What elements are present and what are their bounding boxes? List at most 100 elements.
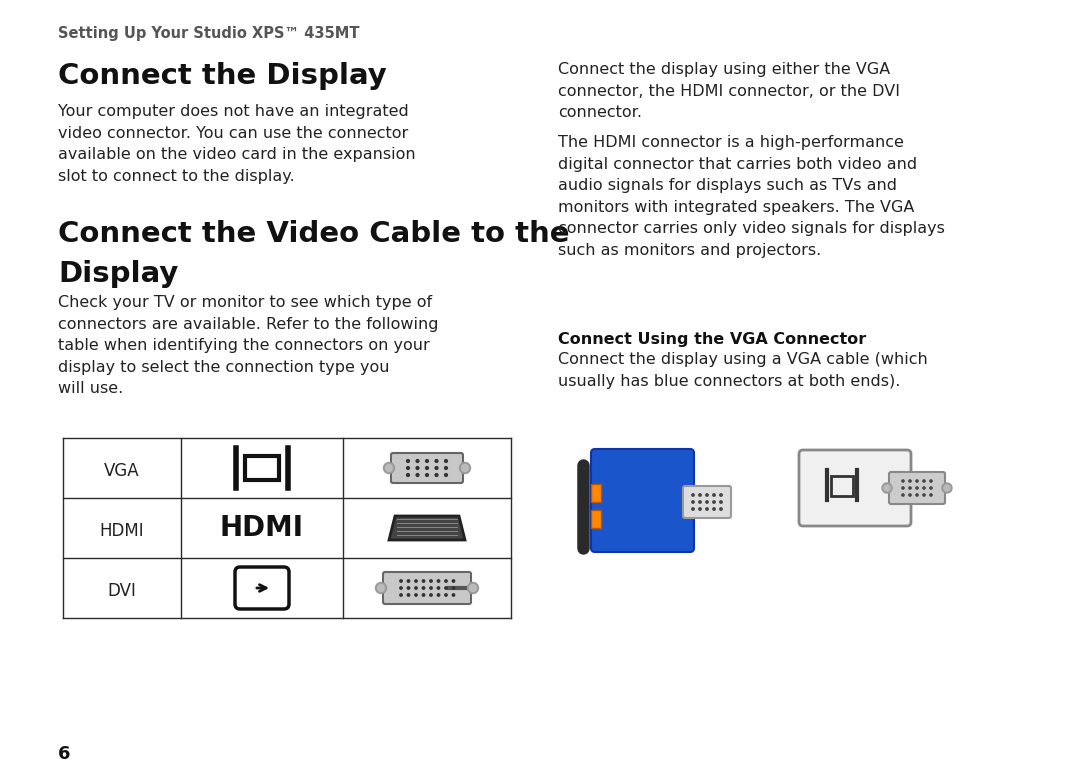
Bar <box>591 510 600 528</box>
Text: Connect the Display: Connect the Display <box>58 62 387 90</box>
Text: VGA: VGA <box>104 462 139 480</box>
Circle shape <box>923 487 926 489</box>
Circle shape <box>902 494 904 496</box>
Circle shape <box>406 466 409 470</box>
Circle shape <box>459 463 471 473</box>
Circle shape <box>916 480 918 482</box>
Text: The HDMI connector is a high-performance
digital connector that carries both vid: The HDMI connector is a high-performance… <box>558 135 945 258</box>
Text: DVI: DVI <box>108 582 136 600</box>
Text: Your computer does not have an integrated
video connector. You can use the conne: Your computer does not have an integrate… <box>58 104 416 184</box>
Circle shape <box>407 587 409 589</box>
Circle shape <box>902 480 904 482</box>
Circle shape <box>713 508 715 510</box>
Circle shape <box>386 464 392 472</box>
Circle shape <box>909 494 912 496</box>
Circle shape <box>430 580 432 582</box>
Polygon shape <box>389 516 465 540</box>
Circle shape <box>415 594 417 596</box>
Circle shape <box>923 494 926 496</box>
FancyBboxPatch shape <box>799 450 912 526</box>
Circle shape <box>445 473 447 476</box>
Circle shape <box>435 473 437 476</box>
Circle shape <box>445 460 447 463</box>
FancyBboxPatch shape <box>383 572 471 604</box>
Text: Connect the display using either the VGA
connector, the HDMI connector, or the D: Connect the display using either the VGA… <box>558 62 900 120</box>
Circle shape <box>713 494 715 496</box>
Circle shape <box>376 582 387 594</box>
Circle shape <box>706 508 708 510</box>
Circle shape <box>378 584 384 591</box>
Circle shape <box>415 587 417 589</box>
Circle shape <box>909 480 912 482</box>
Text: Connect Using the VGA Connector: Connect Using the VGA Connector <box>558 332 866 347</box>
Circle shape <box>416 473 419 476</box>
Circle shape <box>416 466 419 470</box>
Circle shape <box>400 580 402 582</box>
Text: Check your TV or monitor to see which type of
connectors are available. Refer to: Check your TV or monitor to see which ty… <box>58 295 438 396</box>
Text: HDMI: HDMI <box>99 522 145 540</box>
Circle shape <box>902 487 904 489</box>
Circle shape <box>719 508 723 510</box>
Circle shape <box>719 501 723 503</box>
Circle shape <box>437 594 440 596</box>
Circle shape <box>406 473 409 476</box>
Circle shape <box>916 487 918 489</box>
Circle shape <box>706 494 708 496</box>
Circle shape <box>426 473 429 476</box>
Circle shape <box>470 584 476 591</box>
Bar <box>245 456 279 480</box>
Circle shape <box>692 508 694 510</box>
Circle shape <box>713 501 715 503</box>
Circle shape <box>699 501 701 503</box>
Circle shape <box>930 494 932 496</box>
Circle shape <box>699 508 701 510</box>
Circle shape <box>430 587 432 589</box>
Text: Connect the Video Cable to the
Display: Connect the Video Cable to the Display <box>58 220 569 288</box>
Circle shape <box>445 580 447 582</box>
Circle shape <box>453 587 455 589</box>
Circle shape <box>916 494 918 496</box>
Circle shape <box>445 594 447 596</box>
Circle shape <box>944 485 950 491</box>
Circle shape <box>430 594 432 596</box>
FancyBboxPatch shape <box>591 449 694 552</box>
Circle shape <box>445 466 447 470</box>
Bar <box>591 484 600 502</box>
Circle shape <box>437 580 440 582</box>
FancyBboxPatch shape <box>683 486 731 518</box>
Circle shape <box>422 587 424 589</box>
Text: Setting Up Your Studio XPS™ 435MT: Setting Up Your Studio XPS™ 435MT <box>58 26 360 41</box>
Circle shape <box>930 480 932 482</box>
Text: 6: 6 <box>58 745 70 763</box>
Circle shape <box>692 501 694 503</box>
Circle shape <box>923 480 926 482</box>
Circle shape <box>416 460 419 463</box>
Circle shape <box>422 594 424 596</box>
Circle shape <box>719 494 723 496</box>
Circle shape <box>426 460 429 463</box>
Circle shape <box>445 587 447 589</box>
Circle shape <box>407 594 409 596</box>
Text: Connect the display using a VGA cable (which
usually has blue connectors at both: Connect the display using a VGA cable (w… <box>558 352 928 388</box>
Circle shape <box>426 466 429 470</box>
Circle shape <box>383 463 394 473</box>
FancyBboxPatch shape <box>889 472 945 504</box>
Circle shape <box>706 501 708 503</box>
Bar <box>831 476 853 496</box>
FancyBboxPatch shape <box>391 453 463 483</box>
Circle shape <box>909 487 912 489</box>
Circle shape <box>453 580 455 582</box>
Circle shape <box>435 466 437 470</box>
Circle shape <box>461 464 469 472</box>
Circle shape <box>692 494 694 496</box>
Circle shape <box>400 587 402 589</box>
Circle shape <box>435 460 437 463</box>
Circle shape <box>468 582 478 594</box>
Circle shape <box>453 594 455 596</box>
Circle shape <box>406 460 409 463</box>
Circle shape <box>882 483 892 493</box>
Circle shape <box>930 487 932 489</box>
Circle shape <box>422 580 424 582</box>
Circle shape <box>942 483 951 493</box>
Circle shape <box>885 485 890 491</box>
